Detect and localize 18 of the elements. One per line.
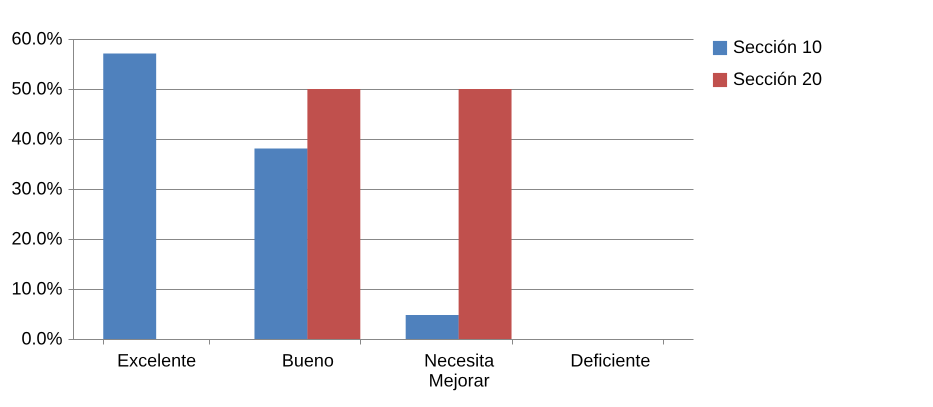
legend-label: Sección 10 bbox=[733, 37, 822, 57]
legend-label: Sección 20 bbox=[733, 69, 822, 89]
y-tick-label: 10.0% bbox=[11, 278, 62, 298]
x-tick-label: Excelente bbox=[117, 350, 196, 370]
y-tick-label: 40.0% bbox=[11, 128, 62, 148]
x-tick-label: Bueno bbox=[282, 350, 334, 370]
x-tick-label: Necesita Mejorar bbox=[424, 350, 496, 390]
x-tick-label: Deficiente bbox=[570, 350, 650, 370]
y-tick-label: 20.0% bbox=[11, 228, 62, 248]
y-tick-label: 30.0% bbox=[11, 178, 62, 198]
bar bbox=[458, 89, 512, 339]
bar bbox=[307, 89, 360, 339]
bar bbox=[254, 148, 308, 339]
bar bbox=[406, 315, 459, 339]
y-tick-label: 60.0% bbox=[11, 28, 62, 48]
bar bbox=[103, 54, 156, 339]
y-tick-label: 50.0% bbox=[11, 78, 62, 98]
y-tick-label: 0.0% bbox=[21, 328, 62, 348]
